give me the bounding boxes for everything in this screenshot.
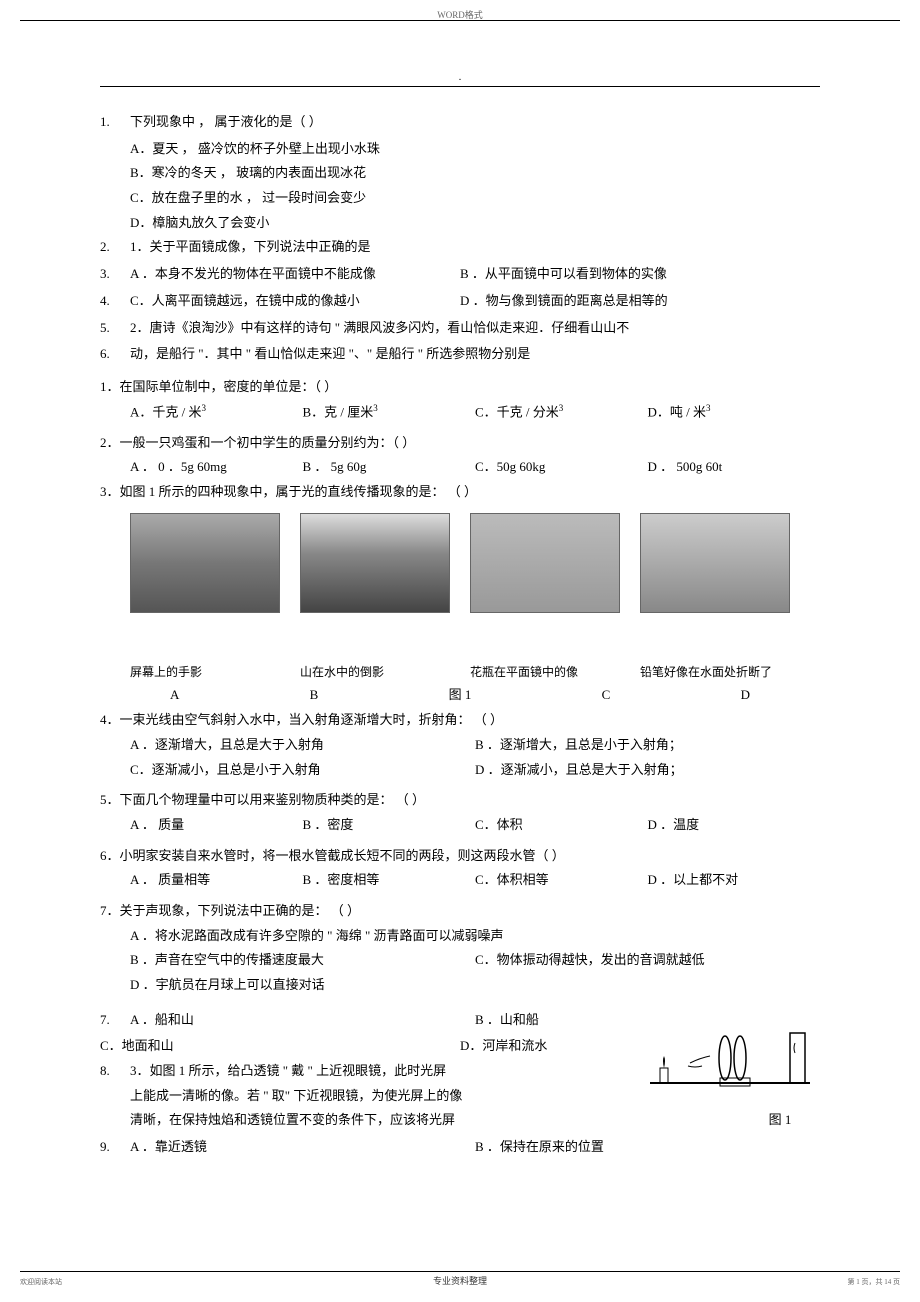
- footer-text: 专业资料整理: [433, 1274, 487, 1287]
- sec4-a: A ．逐渐增大，且总是大于入射角: [130, 733, 475, 758]
- sec6-c: C．体积相等: [475, 868, 648, 893]
- sec3-la: A: [170, 683, 179, 708]
- sec7-a: A ．将水泥路面改成有许多空隙的 " 海绵 " 沥青路面可以减弱噪声: [100, 924, 820, 949]
- q9-num: 9.: [100, 1135, 130, 1160]
- sec7-bc: B ．声音在空气中的传播速度最大 C．物体振动得越快，发出的音调就越低: [100, 948, 820, 973]
- q7b-wrap: 7. A ．船和山 B ．山和船 C．地面和山 D．河岸和流水: [100, 1008, 820, 1059]
- sec4-stem: 4．一束光线由空气斜射入水中，当入射角逐渐增大时，折射角： （ ）: [100, 708, 820, 733]
- q6: 6. 动，是船行 "．其中 " 看山恰似走来迎 "、" 是船行 " 所选参照物分…: [100, 342, 820, 367]
- sec3-lb: B: [310, 683, 319, 708]
- sec3-labels: A B 图 1 C D: [100, 683, 820, 708]
- sec5-d: D ．温度: [648, 813, 821, 838]
- q1-a: A．夏天 ， 盛冷饮的杯子外壁上出现小水珠: [100, 137, 820, 162]
- q1-stem: 下列现象中 ， 属于液化的是（ ）: [130, 110, 820, 135]
- q7b-a: A ．船和山: [130, 1008, 475, 1033]
- sec7-d: D ．宇航员在月球上可以直接对话: [100, 973, 820, 998]
- sec4-row1: A ．逐渐增大，且总是大于入射角 B ．逐渐增大，且总是小于入射角；: [100, 733, 820, 758]
- lens-diagram: [640, 1008, 820, 1098]
- sec2-stem: 2．一般一只鸡蛋和一个初中学生的质量分别约为：（ ）: [100, 431, 820, 456]
- sec1-c: C．千克 / 分米3: [475, 400, 648, 425]
- sec1-d: D．吨 / 米3: [648, 400, 821, 425]
- q4-right: D ．物与像到镜面的距离总是相等的: [460, 289, 820, 316]
- q3-left: A ．本身不发光的物体在平面镜中不能成像: [130, 262, 460, 287]
- header-rule: [20, 20, 900, 21]
- sec4-row2: C．逐渐减小，且总是小于入射角 D ．逐渐减小，且总是大于入射角；: [100, 758, 820, 783]
- sec5-opts: A ． 质量 B ．密度 C．体积 D ．温度: [100, 813, 820, 838]
- sec3-stem: 3．如图 1 所示的四种现象中，属于光的直线传播现象的是： （ ）: [100, 480, 820, 505]
- q5-text: 2．唐诗《浪淘沙》中有这样的诗句 " 满眼风波多闪灼，看山恰似走来迎．仔细看山山…: [130, 316, 820, 341]
- q1-num: 1.: [100, 110, 130, 135]
- q1-c: C．放在盘子里的水 ， 过一段时间会变少: [100, 186, 820, 211]
- sec3-fig: 图 1: [449, 683, 472, 708]
- sec3-img-b: [300, 513, 450, 613]
- sec4-c: C．逐渐减小，且总是小于入射角: [130, 758, 475, 783]
- sec2-b: B ． 5g 60g: [303, 455, 476, 480]
- sec1-opts: A．千克 / 米3 B．克 / 厘米3 C．千克 / 分米3 D．吨 / 米3: [100, 400, 820, 425]
- page-number: 第 1 页，共 14 页: [848, 1277, 901, 1287]
- sec6-b: B ．密度相等: [303, 868, 476, 893]
- q2-num: 2.: [100, 235, 130, 260]
- sec3-images: [100, 513, 820, 613]
- q4-left: C．人离平面镜越远，在镜中成的像越小: [130, 289, 460, 314]
- lens-diagram-svg: [640, 1008, 820, 1098]
- sec3-img-a: [130, 513, 280, 613]
- sec6-stem: 6．小明家安装自来水管时，将一根水管截成长短不同的两段，则这两段水管（ ）: [100, 844, 820, 869]
- sec7-stem: 7．关于声现象，下列说法中正确的是： （ ）: [100, 899, 820, 924]
- sec2-c: C．50g 60kg: [475, 455, 648, 480]
- sec3-cap1: 屏幕上的手影: [130, 661, 280, 684]
- content-rule: [100, 86, 820, 87]
- sec5-a: A ． 质量: [130, 813, 303, 838]
- sec3-cap4: 铅笔好像在水面处折断了: [640, 661, 790, 684]
- q2-text: 1．关于平面镜成像，下列说法中正确的是: [130, 235, 820, 260]
- sec3-cap2: 山在水中的倒影: [300, 661, 450, 684]
- q8-num: 8.: [100, 1059, 130, 1133]
- q3: 3. A ．本身不发光的物体在平面镜中不能成像 B ．从平面镜中可以看到物体的实…: [100, 262, 820, 289]
- q7b-num: 7.: [100, 1008, 130, 1033]
- sec6-d: D ．以上都不对: [648, 868, 821, 893]
- q1-d: D．樟脑丸放久了会变小: [100, 211, 820, 236]
- footer-rule: [20, 1271, 900, 1272]
- q9-b: B ．保持在原来的位置: [475, 1135, 820, 1160]
- q9: 9. A ．靠近透镜 B ．保持在原来的位置: [100, 1135, 820, 1160]
- content-area: 1. 下列现象中 ， 属于液化的是（ ） A．夏天 ， 盛冷饮的杯子外壁上出现小…: [100, 110, 820, 1162]
- q1-b: B．寒冷的冬天 ， 玻璃的内表面出现冰花: [100, 161, 820, 186]
- sec4-d: D ．逐渐减小，且总是大于入射角；: [475, 758, 820, 783]
- q5-num: 5.: [100, 316, 130, 341]
- q6-text: 动，是船行 "．其中 " 看山恰似走来迎 "、" 是船行 " 所选参照物分别是: [130, 342, 820, 367]
- sec6-opts: A ． 质量相等 B ．密度相等 C．体积相等 D ．以上都不对: [100, 868, 820, 893]
- q6-num: 6.: [100, 342, 130, 367]
- q7b-c: C．地面和山: [100, 1034, 460, 1059]
- sec5-b: B ．密度: [303, 813, 476, 838]
- sec3-lc: C: [602, 683, 611, 708]
- q3-right: B ．从平面镜中可以看到物体的实像: [460, 262, 820, 289]
- sec1-b: B．克 / 厘米3: [303, 400, 476, 425]
- sec7-b: B ．声音在空气中的传播速度最大: [130, 948, 475, 973]
- sec5-c: C．体积: [475, 813, 648, 838]
- sec2-d: D ． 500g 60t: [648, 455, 821, 480]
- dot: .: [459, 72, 462, 83]
- sec2-a: A ． 0 ．5g 60mg: [130, 455, 303, 480]
- side-text: 欢迎阅读本站: [20, 1277, 62, 1287]
- q8-l3: 清晰，在保持烛焰和透镜位置不变的条件下，应该将光屏: [130, 1108, 740, 1133]
- q8-fig: 图 1: [740, 1108, 820, 1133]
- q1: 1. 下列现象中 ， 属于液化的是（ ）: [100, 110, 820, 135]
- sec3-img-c: [470, 513, 620, 613]
- sec6-a: A ． 质量相等: [130, 868, 303, 893]
- sec3-ld: D: [741, 683, 750, 708]
- q9-a: A ．靠近透镜: [130, 1135, 475, 1160]
- q4-num: 4.: [100, 289, 130, 314]
- q3-num: 3.: [100, 262, 130, 287]
- sec3-cap3: 花瓶在平面镜中的像: [470, 661, 620, 684]
- q2: 2. 1．关于平面镜成像，下列说法中正确的是: [100, 235, 820, 260]
- sec7-c: C．物体振动得越快，发出的音调就越低: [475, 948, 820, 973]
- sec1-a: A．千克 / 米3: [130, 400, 303, 425]
- q5: 5. 2．唐诗《浪淘沙》中有这样的诗句 " 满眼风波多闪灼，看山恰似走来迎．仔细…: [100, 316, 820, 341]
- sec5-stem: 5．下面几个物理量中可以用来鉴别物质种类的是： （ ）: [100, 788, 820, 813]
- sec2-opts: A ． 0 ．5g 60mg B ． 5g 60g C．50g 60kg D ．…: [100, 455, 820, 480]
- sec3-img-d: [640, 513, 790, 613]
- q4: 4. C．人离平面镜越远，在镜中成的像越小 D ．物与像到镜面的距离总是相等的: [100, 289, 820, 316]
- sec1-stem: 1．在国际单位制中，密度的单位是：（ ）: [100, 375, 820, 400]
- sec4-b: B ．逐渐增大，且总是小于入射角；: [475, 733, 820, 758]
- sec3-captions: 屏幕上的手影 山在水中的倒影 花瓶在平面镜中的像 铅笔好像在水面处折断了: [100, 661, 820, 684]
